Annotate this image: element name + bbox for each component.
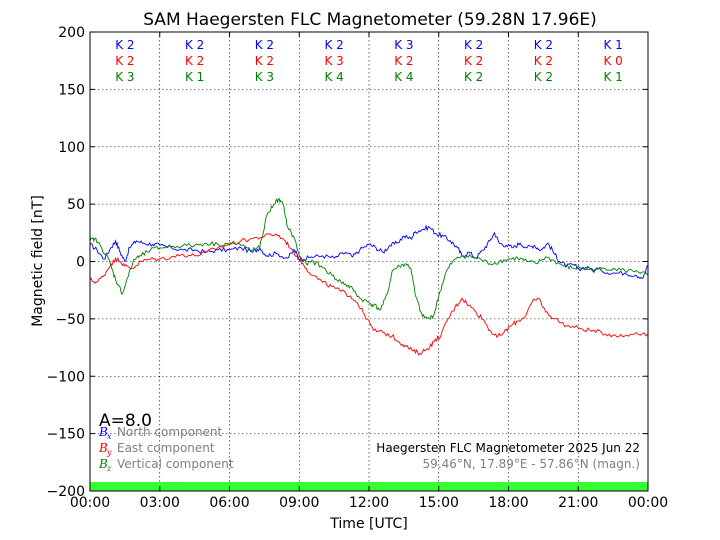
- k-index-label: K 0: [603, 54, 622, 68]
- k-index-label: K 2: [324, 38, 343, 52]
- k-index-label: K 2: [464, 70, 483, 84]
- legend-subscript: z: [106, 464, 112, 473]
- axis-ticks: 00:00 03:00 06:00 09:00 12:00 15:00 18:00 21:00…: [47, 25, 669, 511]
- series-line-z: [89, 197, 649, 320]
- k-index-label: K 2: [255, 38, 274, 52]
- k-index-label: K 2: [255, 54, 274, 68]
- legend-label: North component: [117, 425, 223, 439]
- legend-symbol: B: [98, 457, 108, 471]
- k-index-label: K 1: [603, 38, 622, 52]
- series-lines: [89, 197, 649, 356]
- station-info: Haegersten FLC Magnetometer 2025 Jun 22: [376, 441, 640, 455]
- k-index-label: K 1: [603, 70, 622, 84]
- legend-symbol: B: [98, 441, 108, 455]
- y-tick-label: −100: [47, 369, 85, 385]
- k-index-label: K 1: [185, 70, 204, 84]
- k-index-label: K 2: [534, 70, 553, 84]
- x-tick-label: 12:00: [349, 495, 389, 511]
- y-tick-label: 100: [58, 140, 85, 156]
- k-index-label: K 3: [255, 70, 274, 84]
- k-index-label: K 2: [115, 54, 134, 68]
- k-index-label: K 3: [324, 54, 343, 68]
- legend-symbol: B: [98, 425, 108, 439]
- y-tick-label: 50: [67, 197, 85, 213]
- k-index-label: K 2: [464, 54, 483, 68]
- k-index-labels: K 2 K 2 K 2 K 2 K 3 K 2 K 2 K 1 K 2 K 2 K 2 K 3 K 2 K…: [115, 38, 623, 84]
- y-tick-label: 0: [76, 255, 85, 271]
- x-tick-label: 21:00: [558, 495, 598, 511]
- station-coordinates: 59.46°N, 17.89°E - 57.86°N (magn.): [423, 457, 640, 471]
- x-tick-label: 06:00: [209, 495, 249, 511]
- k-index-label: K 2: [534, 54, 553, 68]
- y-tick-label: 150: [58, 82, 85, 98]
- x-tick-label: 00:00: [70, 495, 110, 511]
- x-tick-label: 09:00: [279, 495, 319, 511]
- k-index-label: K 2: [464, 38, 483, 52]
- series-line-y: [89, 233, 649, 356]
- k-index-label: K 4: [394, 70, 413, 84]
- x-tick-label: 18:00: [488, 495, 528, 511]
- y-axis-label: Magnetic field [nT]: [30, 195, 46, 327]
- y-tick-label: −50: [55, 312, 85, 328]
- k-index-label: K 2: [115, 38, 134, 52]
- activity-index: A=8.0: [99, 411, 152, 431]
- x-axis-label: Time [UTC]: [329, 516, 407, 532]
- k-index-label: K 3: [115, 70, 134, 84]
- legend-label: East component: [117, 441, 215, 455]
- y-tick-label: −150: [47, 427, 85, 443]
- y-tick-label: 200: [58, 25, 85, 41]
- k-index-label: K 2: [534, 38, 553, 52]
- legend-label: Vertical component: [117, 457, 234, 471]
- x-tick-label: 03:00: [140, 495, 180, 511]
- legend-subscript: x: [107, 432, 112, 441]
- x-tick-label: 15:00: [419, 495, 459, 511]
- x-tick-label: 00:00: [628, 495, 668, 511]
- k-index-label: K 3: [394, 38, 413, 52]
- grid-lines: [90, 32, 648, 491]
- k-index-label: K 4: [324, 70, 343, 84]
- chart-title: SAM Haegersten FLC Magnetometer (59.28N …: [143, 10, 597, 30]
- series-line-x: [89, 224, 649, 280]
- k-index-label: K 2: [185, 38, 204, 52]
- y-tick-label: −200: [47, 484, 85, 500]
- k-index-label: K 2: [394, 54, 413, 68]
- k-index-label: K 2: [185, 54, 204, 68]
- legend-subscript: y: [106, 448, 112, 457]
